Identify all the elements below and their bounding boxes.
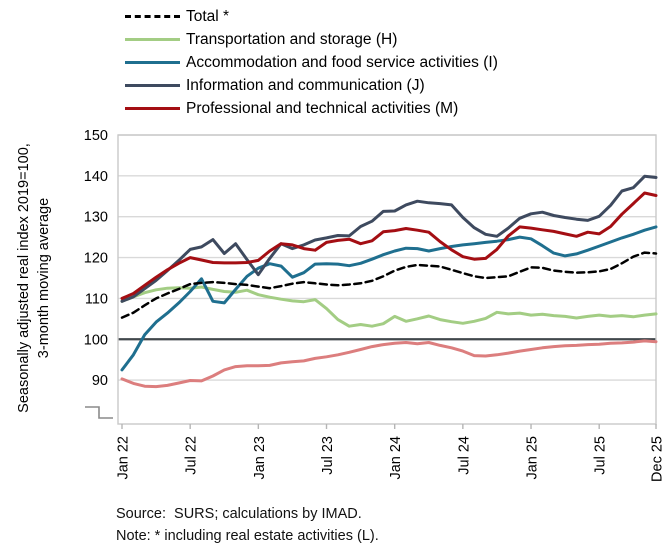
x-tick-label: Jan 23 (252, 436, 268, 480)
x-tick-label: Jan 25 (525, 436, 541, 480)
y-tick-label-90: 90 (92, 373, 108, 389)
y-tick-label-120: 120 (84, 251, 108, 267)
legend-swatch-information (125, 84, 180, 87)
series-unlabeled-salmon (120, 339, 658, 389)
series-accommodation (120, 225, 658, 372)
legend-swatch-transportation (125, 38, 180, 41)
series-professional (120, 191, 658, 300)
source-note: Source: SURS; calculations by IMAD. (116, 506, 362, 522)
x-tick-label: Jul 25 (593, 436, 609, 475)
legend-item-total: Total * (125, 5, 498, 28)
y-tick-label-150: 150 (84, 128, 108, 144)
y-tick-label-110: 110 (85, 291, 108, 307)
legend-item-professional: Professional and technical activities (M… (125, 97, 498, 120)
legend-item-accommodation: Accommodation and food service activitie… (125, 51, 498, 74)
legend-label-accommodation: Accommodation and food service activitie… (186, 53, 498, 71)
legend-swatch-total (125, 15, 180, 18)
legend-label-transportation: Transportation and storage (H) (186, 30, 398, 48)
legend-label-total: Total * (186, 7, 230, 25)
x-tick-label: Dec 25 (650, 436, 666, 482)
y-tick-label-130: 130 (84, 210, 108, 226)
legend: Total * Transportation and storage (H) A… (125, 5, 498, 120)
x-tick-label: Jul 22 (184, 436, 200, 475)
axis-break-icon (85, 406, 113, 419)
x-tick-label: Jul 24 (456, 436, 472, 475)
legend-item-information: Information and communication (J) (125, 74, 498, 97)
plot-border (117, 134, 657, 425)
footnote: Note: * including real estate activities… (116, 528, 379, 544)
legend-label-information: Information and communication (J) (186, 76, 425, 94)
x-tick-label: Jul 23 (320, 436, 336, 475)
series-information (120, 174, 658, 303)
x-tick-label: Jan 24 (388, 436, 404, 480)
legend-label-professional: Professional and technical activities (M… (186, 99, 459, 117)
x-tick-label: Jan 22 (116, 436, 132, 480)
series-total (120, 251, 658, 319)
legend-swatch-professional (125, 107, 180, 110)
legend-item-transportation: Transportation and storage (H) (125, 28, 498, 51)
y-tick-label-140: 140 (84, 169, 108, 185)
y-tick-label-100: 100 (84, 332, 108, 348)
series-transportation (120, 285, 658, 328)
legend-swatch-accommodation (125, 61, 180, 64)
